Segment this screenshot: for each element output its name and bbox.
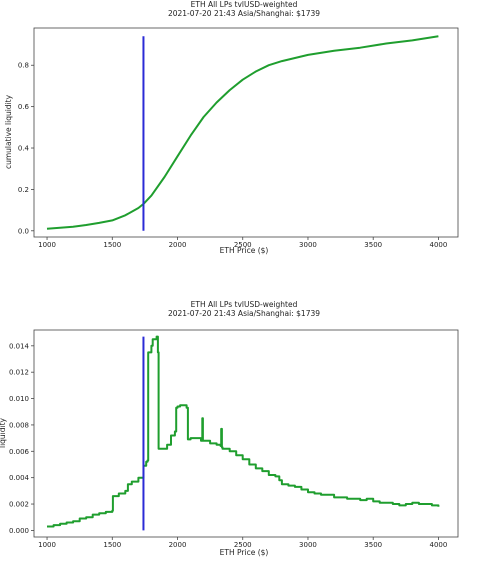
chart-2-plot-frame [33,329,459,538]
chart-2-y-axis-label: liquidity [0,417,7,448]
y-tick-label: 0.010 [9,395,29,403]
x-tick-label: 1000 [38,541,56,549]
chart-2-marks [47,335,440,531]
chart-1-subtitle: 2021-07-20 21:43 Asia/Shanghai: $1739 [168,9,320,18]
chart-2-subtitle: 2021-07-20 21:43 Asia/Shanghai: $1739 [168,309,320,318]
x-tick-label: 1500 [103,541,121,549]
y-tick-label: 0.014 [9,342,30,350]
x-tick-label: 4000 [430,241,448,249]
chart-2-x-axis-label: ETH Price ($) [220,548,269,557]
chart-1-ticks: 1000 1500 2000 2500 3000 3500 4000 0.0 0.2 0.4 0.6… [18,62,447,249]
x-tick-label: 2500 [234,541,252,549]
x-tick-label: 3500 [364,541,382,549]
y-tick-label: 0.002 [9,501,29,509]
chart-2-ticks: 1000 1500 2000 2500 3000 3500 4000 0.000 0.002 0.… [9,342,447,549]
x-tick-label: 2500 [234,241,252,249]
y-tick-label: 0.006 [9,448,30,456]
chart-1: ETH All LPs tvlUSD-weighted 2021-07-20 2… [4,0,459,255]
chart-2-title: ETH All LPs tvlUSD-weighted [191,300,298,309]
x-tick-label: 1500 [103,241,121,249]
y-tick-label: 0.008 [9,421,29,429]
y-tick-label: 0.2 [18,186,29,194]
chart-1-plot-frame [33,27,459,238]
chart-1-x-axis-label: ETH Price ($) [220,246,269,255]
y-tick-label: 0.8 [18,62,29,70]
x-tick-label: 3000 [299,541,317,549]
y-tick-label: 0.004 [9,474,30,482]
liquidity-series-line [47,335,440,528]
y-tick-label: 0.0 [18,227,29,235]
y-tick-label: 0.012 [9,369,29,377]
chart-1-marks [46,35,439,231]
chart-1-y-axis-label: cumulative liquidity [4,94,13,169]
x-tick-label: 1000 [38,241,56,249]
x-tick-label: 2000 [169,541,187,549]
x-tick-label: 4000 [430,541,448,549]
chart-2: ETH All LPs tvlUSD-weighted 2021-07-20 2… [0,300,459,557]
y-tick-label: 0.000 [9,527,29,535]
x-tick-label: 3000 [299,241,317,249]
liquidity-series-line [46,35,439,230]
y-tick-label: 0.4 [18,145,30,153]
chart-1-title: ETH All LPs tvlUSD-weighted [191,0,298,9]
y-tick-label: 0.6 [18,103,30,111]
x-tick-label: 2000 [169,241,187,249]
x-tick-label: 3500 [364,241,382,249]
